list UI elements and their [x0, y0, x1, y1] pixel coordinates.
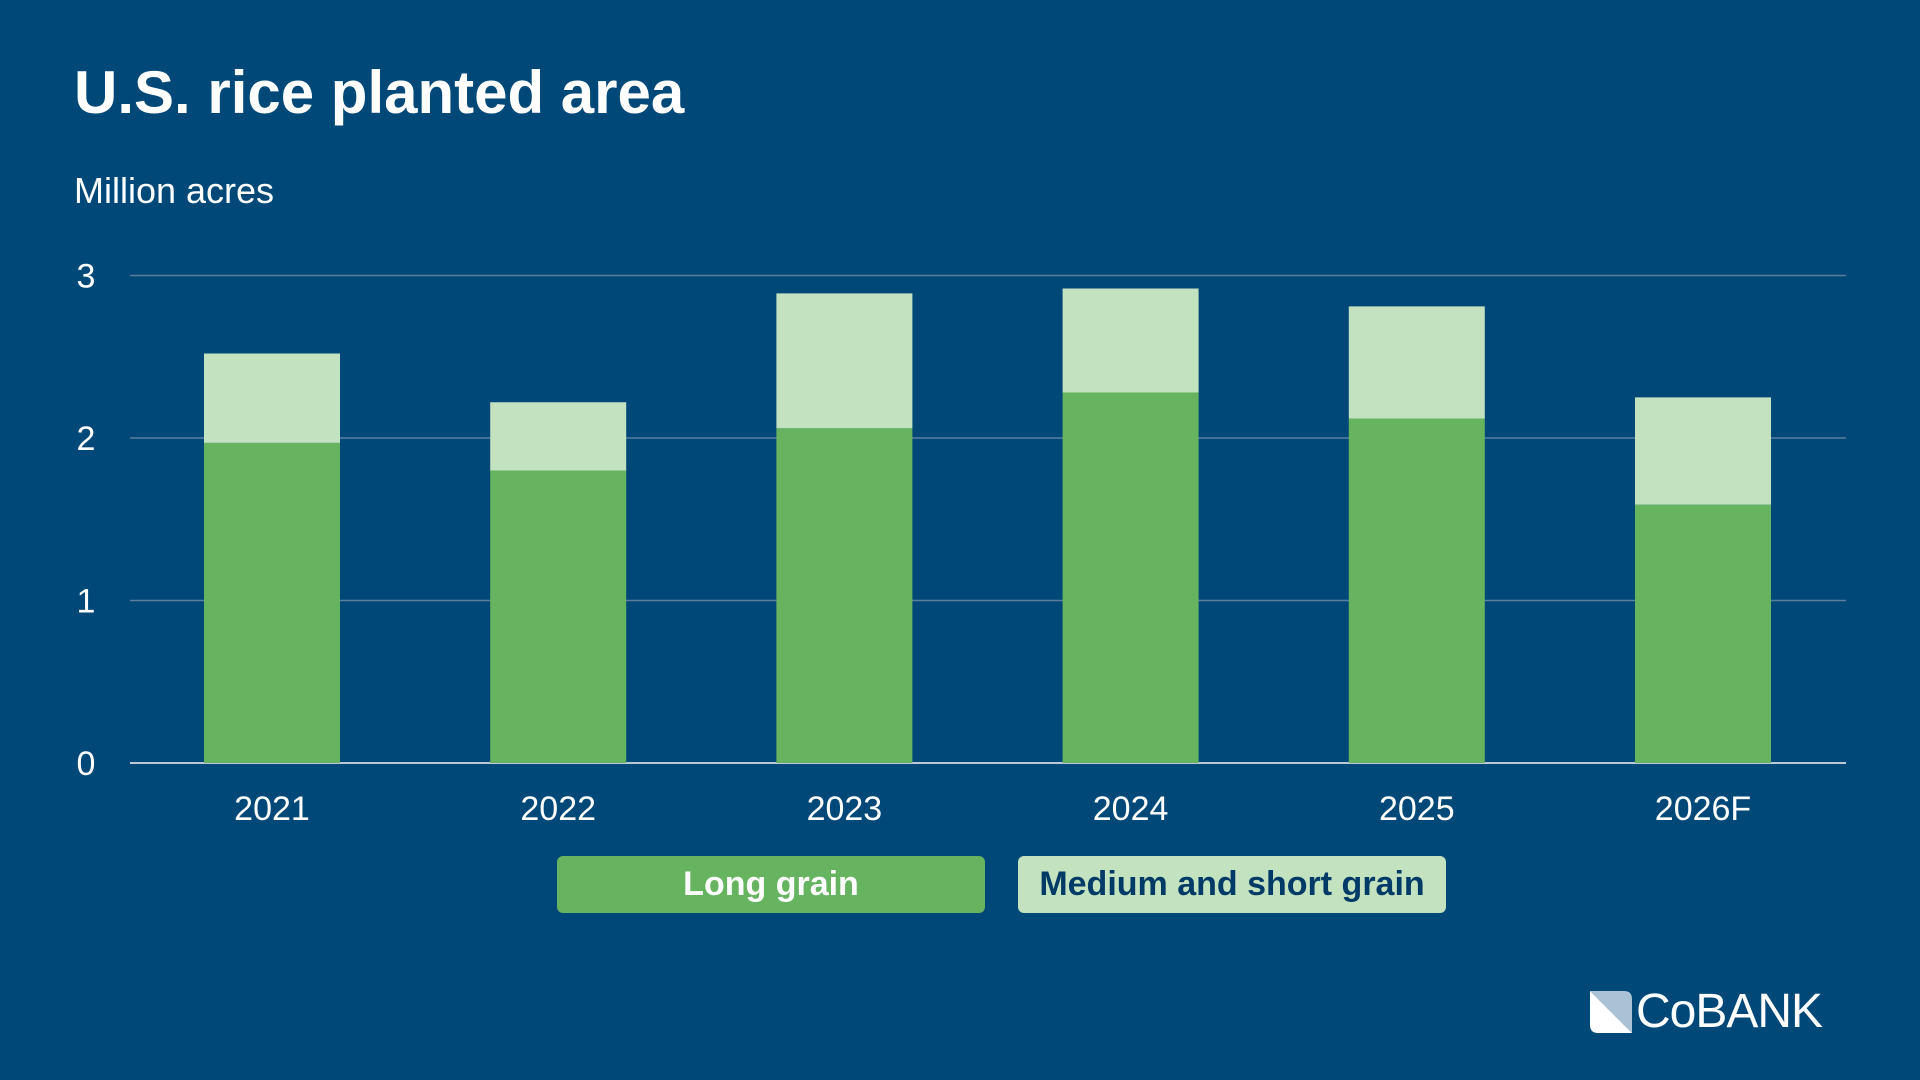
legend-label: Medium and short grain: [1039, 865, 1425, 903]
y-axis-label: Million acres: [74, 170, 275, 211]
bar-medium-short-grain: [1635, 397, 1771, 505]
x-tick-label: 2026F: [1655, 790, 1751, 828]
y-tick-label: 0: [77, 745, 96, 783]
bar-medium-short-grain: [204, 353, 340, 443]
bar-medium-short-grain: [490, 402, 627, 471]
cobank-logo: CoBANK: [1590, 984, 1823, 1039]
bar-long-grain: [490, 470, 627, 763]
bar-medium-short-grain: [1062, 288, 1199, 393]
bar-long-grain: [776, 428, 913, 763]
bar-long-grain: [1348, 418, 1485, 763]
x-tick-label: 2024: [1093, 790, 1169, 828]
x-tick-label: 2021: [234, 790, 310, 828]
x-tick-label: 2025: [1379, 790, 1455, 828]
legend-long-grain: Long grain: [557, 856, 985, 913]
x-tick-label: 2023: [807, 790, 883, 828]
legend-label: Long grain: [683, 865, 859, 903]
bar-medium-short-grain: [776, 293, 913, 429]
y-tick-label: 3: [77, 258, 96, 296]
bar-long-grain: [1062, 392, 1199, 763]
legend-medium-short-grain: Medium and short grain: [1018, 856, 1446, 913]
y-tick-label: 2: [77, 420, 96, 458]
cobank-logo-icon: [1590, 990, 1632, 1033]
bar-medium-short-grain: [1348, 306, 1485, 419]
bar-long-grain: [204, 442, 340, 763]
x-tick-label: 2022: [520, 790, 596, 828]
bar-long-grain: [1635, 504, 1771, 763]
logo-text: CoBANK: [1636, 985, 1823, 1038]
y-tick-label: 1: [77, 583, 96, 621]
chart-title: U.S. rice planted area: [74, 59, 685, 126]
